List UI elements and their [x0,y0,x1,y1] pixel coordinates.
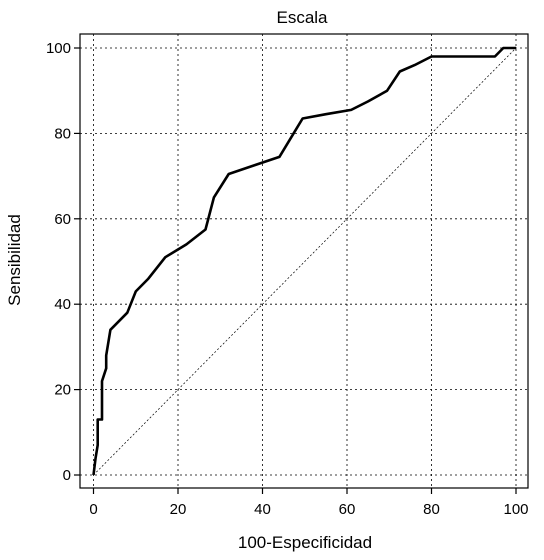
x-axis-title: 100-Especificidad [238,533,372,552]
y-tick-label: 60 [54,211,71,228]
y-tick-label: 20 [54,382,71,399]
x-tick-label: 80 [423,501,440,518]
plot-frame [79,33,529,489]
x-tick-label: 40 [254,501,271,518]
x-tick-label: 100 [503,501,528,518]
reference-diagonal-line [93,47,517,476]
axis-ticks: 0 20 40 60 80 100 0 20 40 60 80 100 [46,40,529,518]
grid [80,34,528,488]
x-tick-label: 0 [89,501,97,518]
y-tick-label: 100 [46,40,71,57]
x-tick-label: 20 [170,501,187,518]
y-tick-label: 0 [63,467,71,484]
chart-title: Escala [276,8,328,27]
y-tick-label: 40 [54,296,71,313]
x-tick-label: 60 [339,501,356,518]
y-axis-title: Sensibilidad [5,214,24,306]
roc-curve [92,46,516,476]
y-tick-label: 80 [54,125,71,142]
